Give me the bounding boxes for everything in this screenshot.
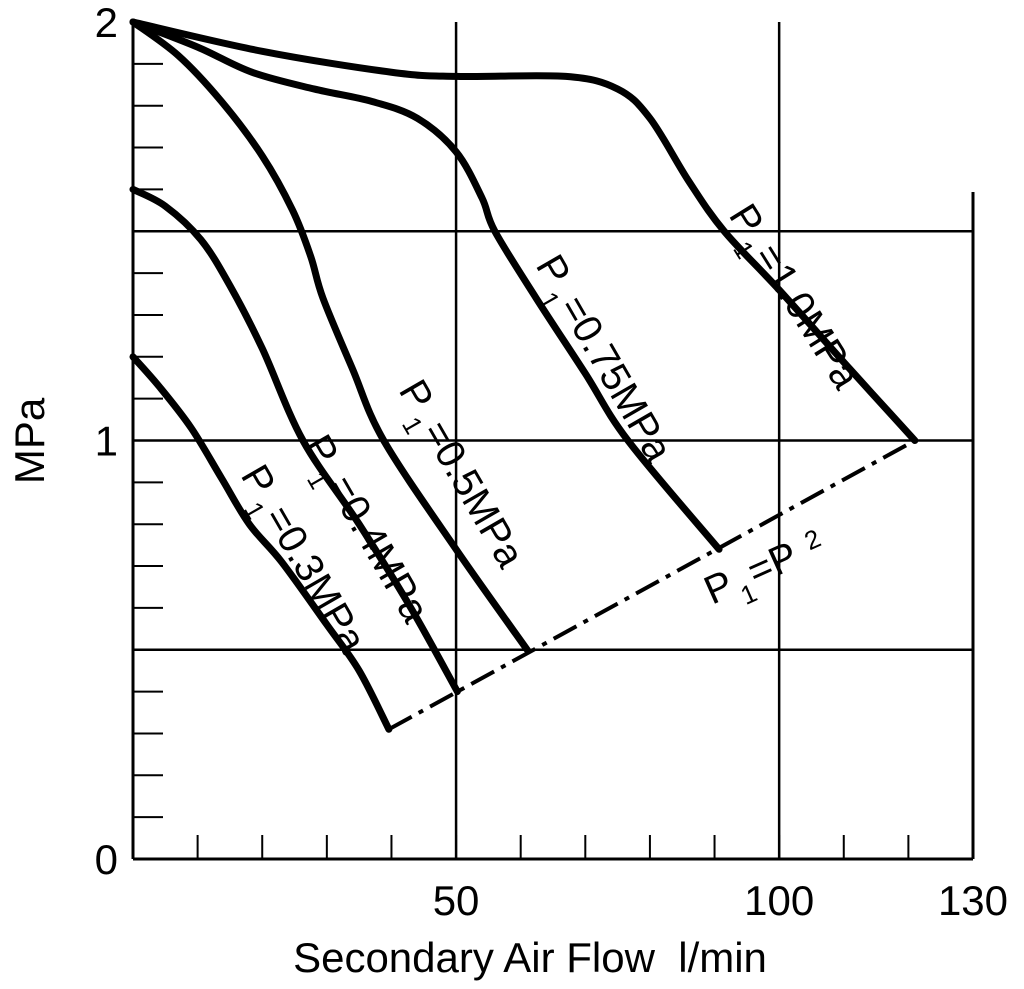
y-tick-label: 1 [95, 418, 118, 465]
series-curve [129, 18, 723, 553]
x-tick-label: 130 [938, 877, 1008, 924]
series-curve [129, 18, 531, 654]
x-tick-label: 100 [744, 877, 814, 924]
y-axis-label: MPa [6, 397, 53, 484]
x-axis-label: Secondary Air Flow l/min [293, 934, 767, 981]
series-curve [129, 353, 393, 733]
curves [129, 18, 919, 733]
series-labels: P1=1.0MPaP1=0.75MPaP1=0.5MPaP1=0.4MPaP1=… [232, 196, 868, 660]
series-curve [129, 18, 919, 444]
series-curve [129, 185, 461, 696]
reference-line-label: P1=P2 [698, 522, 835, 623]
ticks [133, 62, 910, 859]
y-tick-label: 2 [95, 0, 118, 46]
reference-line-p1-equals-p2 [387, 438, 916, 732]
y-tick-label: 0 [95, 836, 118, 883]
grid [131, 22, 975, 861]
x-tick-label: 50 [433, 877, 480, 924]
series-label: P1=1.0MPa [711, 196, 868, 402]
tick-labels: 50 100 130 0 1 2 [95, 0, 1008, 924]
